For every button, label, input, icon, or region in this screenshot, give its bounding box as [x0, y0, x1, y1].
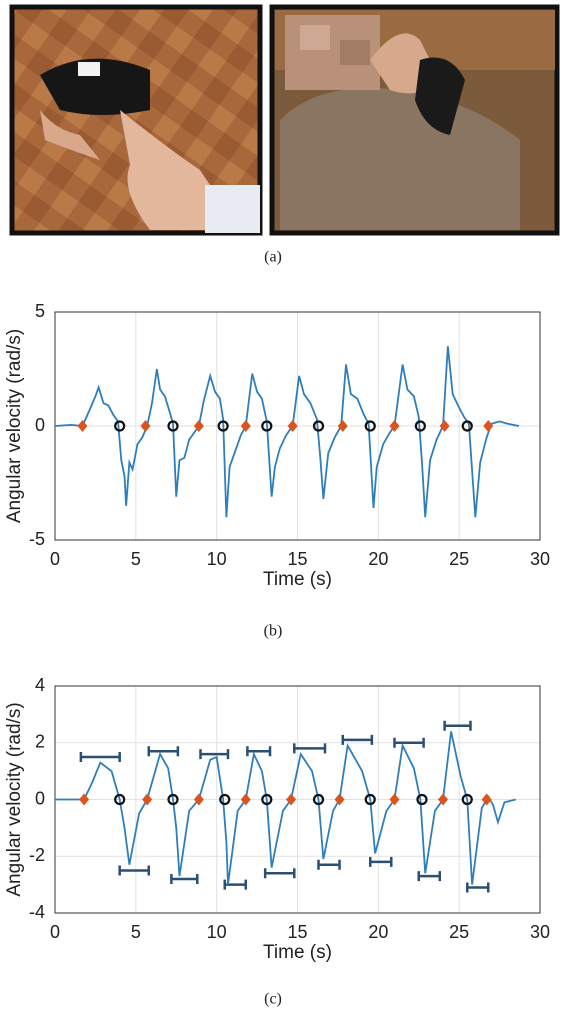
diamond-marker — [77, 420, 88, 432]
circle-marker — [114, 420, 126, 432]
circle-marker — [414, 420, 426, 432]
diamond-marker — [483, 420, 494, 432]
data-line — [55, 731, 516, 885]
interval — [369, 856, 393, 867]
circle-marker — [114, 793, 126, 806]
y-tick-label: 0 — [35, 415, 45, 435]
interval — [263, 868, 296, 879]
interval — [170, 873, 199, 884]
diamond-marker — [438, 793, 448, 806]
x-tick-label: 0 — [50, 549, 60, 569]
interval — [79, 751, 121, 762]
interval — [466, 882, 490, 893]
diamond-marker — [193, 420, 204, 432]
diamond-marker — [337, 420, 348, 432]
y-tick-label: -5 — [29, 529, 45, 549]
diamond-marker — [140, 420, 151, 432]
y-tick-label: 2 — [35, 732, 45, 752]
x-tick-label: 20 — [368, 922, 388, 942]
caption: (c) — [264, 991, 282, 1008]
x-tick-label: 15 — [287, 922, 307, 942]
x-tick-label: 25 — [449, 549, 469, 569]
interval — [147, 746, 180, 757]
diamond-marker — [193, 793, 204, 806]
data-line — [54, 346, 520, 518]
y-tick-label: 5 — [35, 301, 45, 321]
interval — [293, 743, 327, 754]
circle-marker — [219, 793, 231, 806]
y-tick-label: -4 — [29, 902, 45, 922]
x-tick-label: 15 — [287, 549, 307, 569]
y-tick-label: 4 — [35, 675, 45, 695]
x-tick-label: 10 — [207, 549, 227, 569]
interval — [417, 871, 442, 882]
circle-marker — [312, 420, 325, 432]
x-tick-label: 30 — [530, 922, 550, 942]
diamond-marker — [389, 793, 400, 806]
circle-marker — [167, 420, 179, 432]
x-tick-label: 5 — [131, 549, 141, 569]
y-tick-label: 0 — [35, 788, 45, 808]
y-axis-label: Angular velocity (rad/s) — [4, 702, 25, 896]
circle-marker — [167, 793, 179, 806]
circle-marker — [261, 793, 273, 806]
x-tick-label: 30 — [530, 549, 550, 569]
interval — [118, 865, 151, 876]
diamond-marker — [389, 420, 400, 432]
interval — [246, 746, 272, 757]
interval — [443, 720, 472, 731]
x-axis-label: Time (s) — [263, 942, 332, 963]
y-axis-label: Angular velocity (rad/s) — [4, 329, 25, 523]
photo-right — [269, 4, 560, 236]
caption: (b) — [264, 623, 283, 640]
diamond-marker — [481, 793, 492, 806]
x-tick-label: 10 — [207, 922, 227, 942]
y-tick-label: -2 — [29, 845, 45, 865]
x-tick-label: 25 — [449, 922, 469, 942]
diamond-marker — [240, 793, 251, 806]
diamond-marker — [334, 793, 345, 806]
interval — [199, 749, 230, 760]
caption: (a) — [264, 249, 282, 266]
circle-marker — [217, 420, 229, 432]
circle-marker — [364, 793, 376, 806]
photo-left — [9, 4, 263, 236]
circle-marker — [416, 793, 428, 806]
diamond-marker — [142, 793, 153, 806]
diamond-marker — [286, 793, 297, 806]
x-tick-label: 0 — [50, 922, 60, 942]
circle-marker — [461, 793, 473, 806]
interval — [393, 737, 425, 748]
circle-marker — [261, 420, 273, 432]
diamond-marker — [240, 420, 251, 432]
diamond-marker — [287, 420, 298, 432]
interval — [317, 859, 341, 870]
interval — [341, 734, 374, 745]
circle-marker — [461, 420, 473, 432]
x-axis-label: Time (s) — [263, 569, 332, 590]
circle-marker — [364, 420, 376, 432]
x-tick-label: 5 — [131, 922, 141, 942]
diamond-marker — [439, 420, 450, 432]
circle-marker — [312, 793, 325, 806]
diamond-marker — [79, 793, 90, 806]
x-tick-label: 20 — [368, 549, 388, 569]
